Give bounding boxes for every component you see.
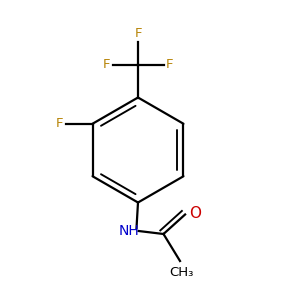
Text: NH: NH	[118, 224, 140, 238]
Text: F: F	[166, 58, 173, 71]
Text: CH₃: CH₃	[169, 266, 194, 278]
Text: F: F	[56, 117, 63, 130]
Text: O: O	[189, 206, 201, 220]
Text: F: F	[103, 58, 110, 71]
Text: F: F	[134, 27, 142, 40]
